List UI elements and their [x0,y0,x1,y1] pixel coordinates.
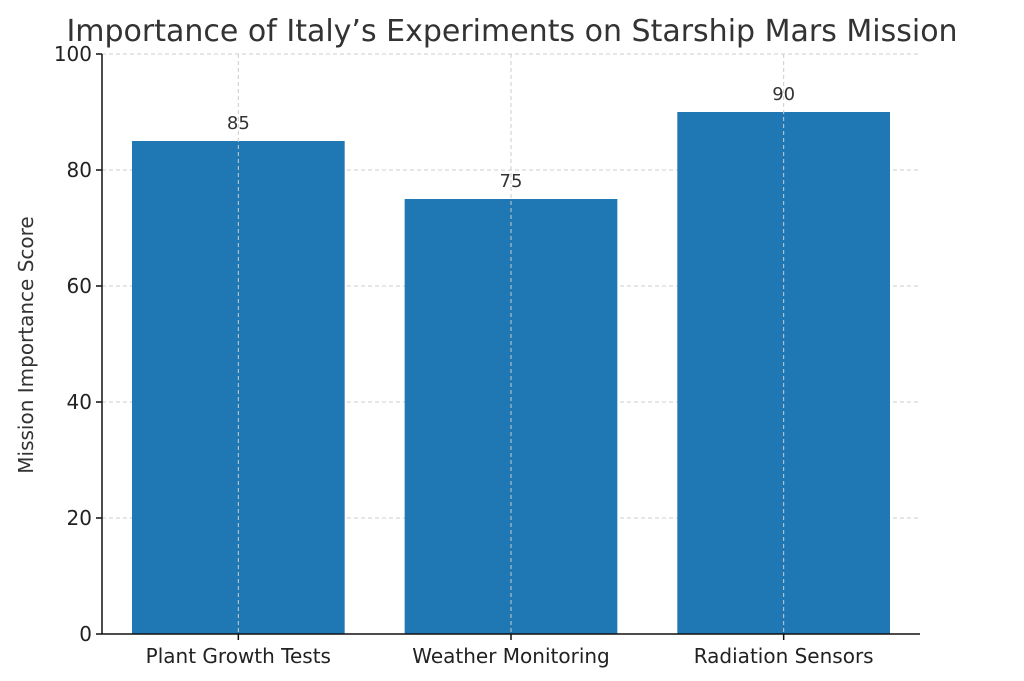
labels-layer: 0 20 40 60 80 100 Plant Growth Tests 85 Weather … [54,42,874,668]
x-tick-label: Weather Monitoring [412,644,610,668]
bar-value-label: 90 [772,84,795,105]
x-tick-label: Plant Growth Tests [146,644,331,668]
y-axis-label: Mission Importance Score [14,216,38,473]
chart-title: Importance of Italy’s Experiments on Sta… [66,14,957,49]
x-tick-label: Radiation Sensors [694,644,874,668]
y-tick-label: 20 [67,506,92,530]
y-tick-label: 80 [67,158,92,182]
bar-value-label: 75 [500,171,523,192]
y-tick-label: 60 [67,274,92,298]
y-tick-label: 0 [79,622,92,646]
bar-value-label: 85 [227,113,250,134]
y-tick-label: 40 [67,390,92,414]
y-tick-label: 100 [54,42,92,66]
